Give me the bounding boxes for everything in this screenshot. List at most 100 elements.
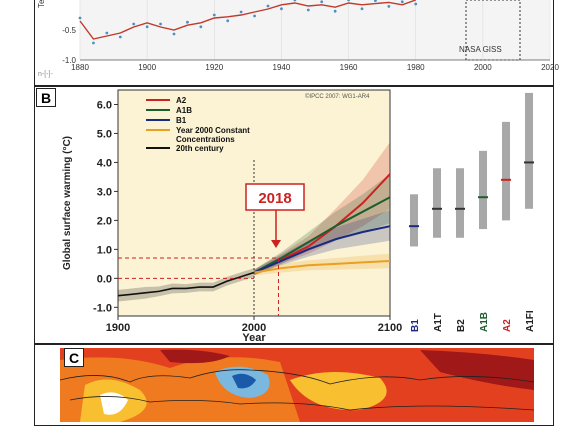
panel-b-legend-label: A1B [176, 106, 192, 115]
panel-a-point [360, 7, 364, 11]
panel-a-point [306, 8, 310, 12]
panel-b-y-tick-label: 1.0 [97, 244, 112, 256]
panel-b-ylabel: Global surface warming (°C) [62, 136, 73, 270]
range-bar-label: A2 [502, 319, 513, 332]
range-bar-b2 [456, 168, 464, 238]
panel-a-point [159, 22, 162, 26]
panel-a-y-tick-label: -1.0 [62, 56, 76, 65]
annotation-label: 2018 [258, 190, 291, 207]
panel-b-legend-label: Concentrations [176, 135, 235, 144]
panel-b-band [254, 142, 390, 276]
map-cold-region [232, 373, 256, 389]
panel-a-credit: NASA GISS [459, 45, 502, 54]
map-coastline [59, 369, 535, 385]
panel-a-point [239, 10, 243, 14]
panel-b-x-tick-label: 2100 [378, 322, 402, 334]
panel-b-band [118, 268, 254, 302]
panel-a-point [374, 0, 377, 2]
panel-b-y-tick-label: 2.0 [97, 215, 112, 227]
panel-a-frame [34, 0, 554, 86]
panel-a-series-line [79, 0, 416, 40]
panel-a-point [226, 19, 230, 23]
panel-a-point [132, 22, 136, 26]
panel-b-annotation: 2018 [245, 183, 305, 248]
panel-a-chart: 1880 1900 1920 1940 1960 1980 2000 2020 -0.5 -1.0… [37, 0, 559, 78]
panel-a-point [78, 16, 82, 20]
panel-b-legend-label: 20th century [176, 144, 224, 153]
panel-a-x-tick-label: 1880 [71, 63, 89, 72]
panel-a-point [266, 4, 270, 8]
panel-b-y-tick-label: -1.0 [93, 302, 112, 314]
panel-a-point [145, 25, 149, 29]
panel-a-x-tick-label: 1980 [407, 63, 425, 72]
range-bar-b1 [410, 194, 418, 247]
panel-c-letter: C [64, 348, 84, 367]
map-hot-region [420, 350, 534, 390]
range-bar-a1fi [525, 92, 533, 209]
panel-a-plot-bg [80, 0, 550, 60]
panel-b-ticks: -1.0 0.0 1.0 2.0 3.0 4.0 5.0 6.0 1900 2000 2100 [93, 99, 402, 334]
panel-a-point [293, 0, 297, 2]
panel-a-x-tick-label: 1960 [340, 63, 358, 72]
panel-b-band [254, 174, 390, 276]
panel-b-y-tick-label: 5.0 [97, 128, 112, 140]
range-bar-a1t [433, 168, 441, 238]
panel-b-xlabel: Year [242, 332, 266, 344]
range-bar-label: B1 [410, 319, 421, 332]
panel-b-chart: -1.0 0.0 1.0 2.0 3.0 4.0 5.0 6.0 1900 2000 2100 A2… [62, 89, 536, 344]
panel-b-x-tick-label: 1900 [106, 322, 130, 334]
panel-a-point [333, 9, 337, 13]
panel-b-y-tick-label: 0.0 [97, 273, 112, 285]
panel-a-point [347, 0, 350, 2]
map-coastline-2 [69, 396, 535, 411]
panel-a-ticks: 1880 1900 1920 1940 1960 1980 2000 2020 -0.5 -1.0 [62, 26, 559, 72]
panel-b-series [117, 173, 391, 297]
panel-a-point [400, 0, 404, 4]
panel-a-point [280, 7, 283, 11]
panel-b-series-line [253, 173, 391, 274]
panel-b-series-line [117, 271, 255, 297]
panel-a-x-tick-label: 1940 [273, 63, 291, 72]
panel-b-legend-label: B1 [176, 116, 187, 125]
panel-b-series-line [253, 196, 391, 274]
map-mild-region-2 [290, 371, 387, 411]
panel-b-legend-label: A2 [176, 96, 187, 105]
panel-a-x-tick-label: 2000 [474, 63, 492, 72]
panel-a-x-tick-label: 1900 [138, 63, 156, 72]
panel-a-point [186, 20, 189, 24]
panel-a-point [92, 41, 95, 45]
panel-b-y-tick-label: 3.0 [97, 186, 112, 198]
panel-b-frame [34, 86, 554, 344]
panel-a-y-tick-label: -0.5 [62, 26, 76, 35]
panel-a-point [172, 32, 176, 36]
panel-b-range-bars: B1 A1T B2 A1B A2 A1FI [409, 92, 536, 332]
range-bar-label: A1T [433, 313, 444, 332]
annotation-box [245, 183, 305, 211]
panel-a-logo: n-[-]- [38, 71, 53, 78]
panel-b-legend-label: Year 2000 Constant [176, 126, 250, 135]
range-bar-label: A1FI [525, 310, 536, 332]
panel-a-series [78, 0, 418, 45]
panel-a-point [253, 14, 256, 18]
panel-b-series-line [253, 225, 391, 274]
panel-b-y-tick-label: 4.0 [97, 157, 112, 169]
map-hot-region-2 [160, 349, 230, 364]
panel-b-source: ©IPCC 2007: WG1-AR4 [305, 93, 370, 100]
panel-b-letter: B [36, 88, 56, 107]
panel-a-point [212, 13, 216, 17]
range-bar-label: A1B [479, 312, 490, 332]
panel-a-point [199, 25, 203, 29]
range-bar-label: B2 [456, 319, 467, 332]
panel-a-point [118, 35, 122, 39]
panel-b-y-tick-label: 6.0 [97, 99, 112, 111]
panel-a-ylabel-fragment: Tem [37, 0, 46, 8]
panel-a-grid [79, 0, 551, 60]
range-bar-a1b [479, 150, 487, 230]
panel-b-series-line [253, 259, 391, 274]
panel-a-point [414, 2, 418, 6]
annotation-arrowhead [271, 240, 281, 248]
panel-a-point [387, 5, 391, 8]
map-white-region [100, 392, 128, 415]
